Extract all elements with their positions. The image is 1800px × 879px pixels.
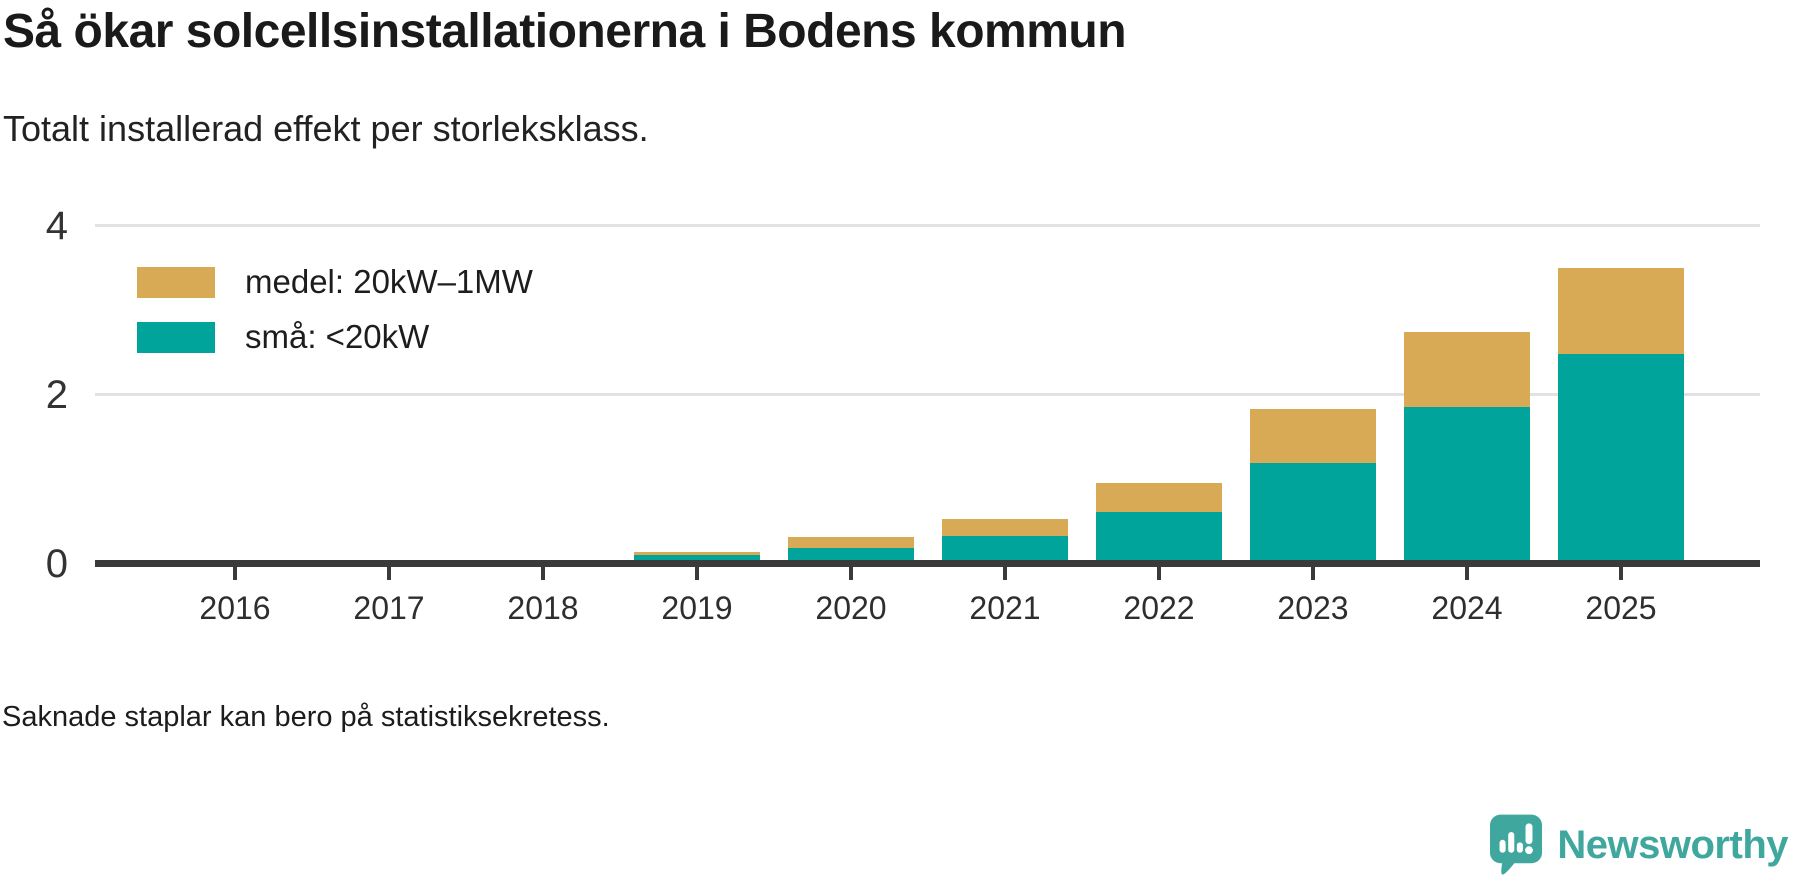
x-tick-2023 [1311,566,1315,580]
bar-2024-medel [1404,331,1530,407]
x-axis-line [95,560,1760,567]
speech-bubble-bar-chart-icon [1490,814,1543,875]
x-tick-2019 [695,566,699,580]
legend-label-medel: medel: 20kW–1MW [245,263,533,300]
x-tick-2017 [387,566,391,580]
newsworthy-logo: Newsworthy [1490,814,1788,876]
gridline-y4 [95,224,1760,227]
bar-2022-medel [1096,482,1222,513]
legend-item-medel: medel: 20kW–1MW [137,263,533,300]
bar-2019-sma [634,554,760,564]
bar-2021-medel [942,519,1068,537]
page-subtitle: Totalt installerad effekt per storlekskl… [3,108,649,149]
bar-2025-sma [1558,353,1684,564]
x-label-2018: 2018 [507,590,579,626]
bar-2021-sma [942,536,1068,564]
legend-swatch-medel [137,266,215,298]
x-label-2019: 2019 [661,590,733,626]
x-tick-2022 [1157,566,1161,580]
bar-2020-sma [788,547,914,564]
y-tick-label-0: 0 [45,542,68,586]
y-tick-label-4: 4 [45,204,68,248]
gridline-y2 [95,393,1760,396]
x-label-2017: 2017 [353,590,425,626]
legend-swatch-sma [137,321,215,353]
x-label-2016: 2016 [199,590,271,626]
bar-2023-medel [1250,408,1376,463]
x-tick-2020 [849,566,853,580]
legend-label-sma: små: <20kW [245,318,430,355]
x-tick-2021 [1003,566,1007,580]
bar-2022-sma [1096,512,1222,564]
newsworthy-logo-text: Newsworthy [1557,822,1788,867]
x-label-2025: 2025 [1585,590,1657,626]
y-tick-label-2: 2 [45,373,68,417]
legend-item-sma: små: <20kW [137,318,533,355]
bar-2019-medel [634,552,760,555]
legend: medel: 20kW–1MW små: <20kW [137,263,533,375]
x-tick-2024 [1465,566,1469,580]
page-title: Så ökar solcellsinstallationerna i Boden… [3,5,1127,58]
x-tick-2018 [541,566,545,580]
x-label-2024: 2024 [1431,590,1503,626]
x-label-2022: 2022 [1123,590,1195,626]
x-tick-2025 [1619,566,1623,580]
bar-2025-medel [1558,268,1684,354]
x-label-2020: 2020 [815,590,887,626]
bar-2023-sma [1250,462,1376,564]
x-label-2021: 2021 [969,590,1041,626]
bar-2024-sma [1404,406,1530,564]
chart-footnote: Saknade staplar kan bero på statistiksek… [2,701,610,733]
bar-2020-medel [788,536,914,548]
x-label-2023: 2023 [1277,590,1349,626]
x-tick-2016 [233,566,237,580]
